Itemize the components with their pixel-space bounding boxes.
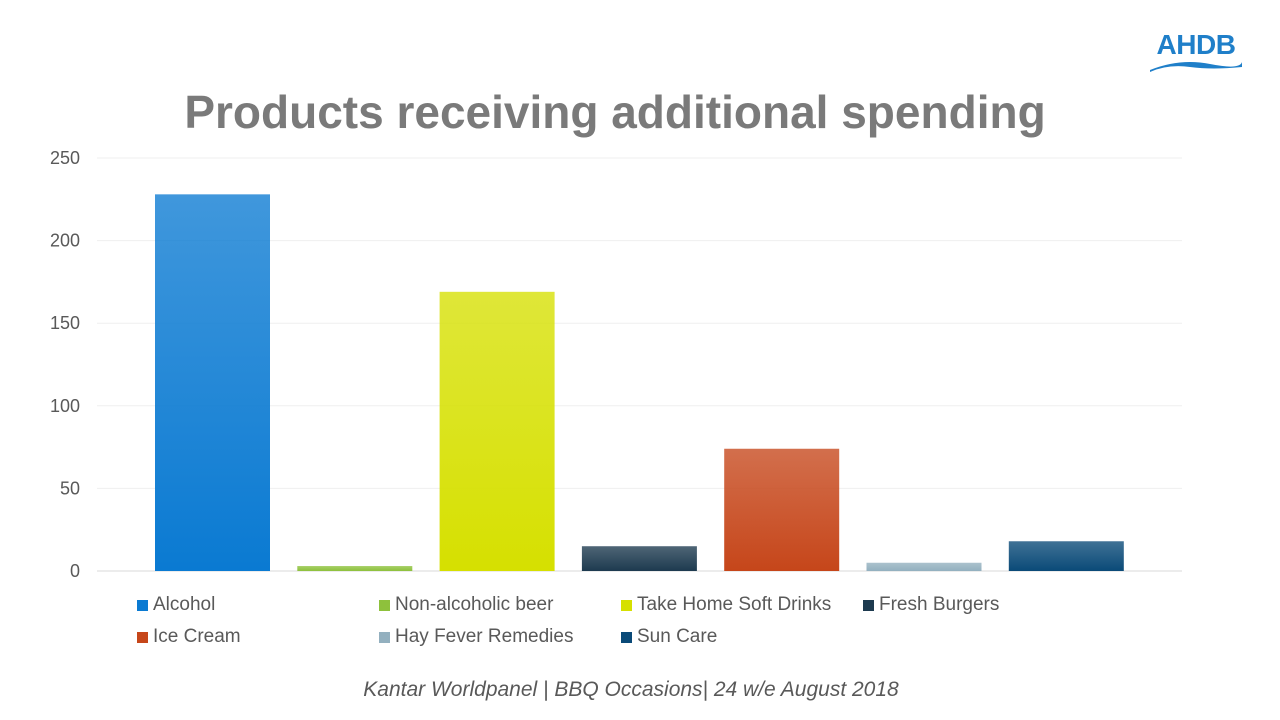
legend-label: Alcohol — [153, 594, 216, 615]
y-tick-label: 100 — [50, 396, 80, 416]
bar-hay-fever-remedies — [866, 562, 982, 571]
bar-ice-cream — [724, 448, 840, 571]
legend-swatch — [621, 631, 632, 643]
legend-swatch — [621, 599, 632, 611]
chart-legend: Alcohol Non-alcoholic beer Take Home Soft … — [137, 593, 1137, 657]
legend-label: Sun Care — [637, 626, 718, 647]
legend-item: Ice Cream — [137, 625, 241, 649]
logo-text: AHDB — [1156, 29, 1236, 60]
bar-take-home-soft-drinks — [439, 291, 555, 571]
legend-swatch — [137, 631, 148, 643]
legend-item: Hay Fever Remedies — [379, 625, 573, 649]
legend-label: Hay Fever Remedies — [395, 626, 574, 647]
bars — [155, 194, 1124, 571]
y-tick-label: 50 — [60, 478, 80, 498]
bar-alcohol — [155, 194, 270, 571]
y-tick-label: 250 — [50, 148, 80, 168]
legend-label: Ice Cream — [153, 626, 241, 647]
legend-label: Fresh Burgers — [879, 594, 1000, 615]
y-tick-label: 200 — [50, 231, 80, 251]
y-tick-label: 0 — [70, 561, 80, 581]
legend-item: Alcohol — [137, 593, 215, 617]
legend-item: Take Home Soft Drinks — [621, 593, 831, 617]
ahdb-logo: AHDB — [1148, 28, 1244, 76]
legend-label: Non-alcoholic beer — [395, 594, 554, 615]
legend-swatch — [379, 599, 390, 611]
legend-swatch — [863, 599, 874, 611]
bar-fresh-burgers — [581, 546, 697, 571]
legend-item: Fresh Burgers — [863, 593, 999, 617]
logo-wave-icon — [1150, 62, 1242, 72]
source-note: Kantar Worldpanel | BBQ Occasions| 24 w/… — [363, 678, 899, 701]
legend-item: Sun Care — [621, 625, 717, 649]
legend-swatch — [379, 631, 390, 643]
y-tick-label: 150 — [50, 313, 80, 333]
legend-swatch — [137, 599, 148, 611]
gridlines — [97, 157, 1182, 572]
bar-non-alcoholic-beer — [297, 566, 413, 571]
bar-sun-care — [1008, 541, 1124, 571]
chart-title: Products receiving additional spending — [184, 86, 1046, 138]
legend-item: Non-alcoholic beer — [379, 593, 553, 617]
legend-label: Take Home Soft Drinks — [637, 594, 832, 615]
y-axis-ticks: 0 50 100 150 200 250 — [50, 148, 80, 581]
